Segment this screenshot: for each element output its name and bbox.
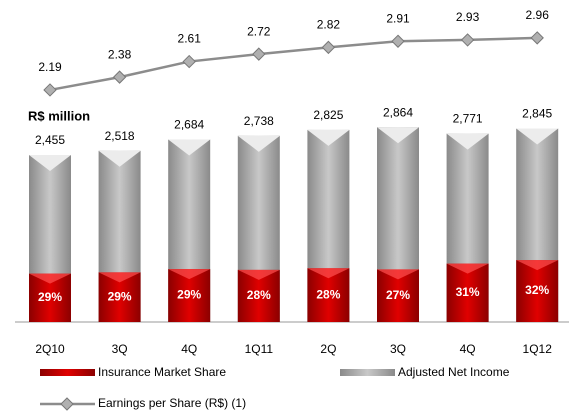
income-label: 2,771 (453, 112, 483, 126)
income-label: 2,684 (174, 118, 204, 132)
eps-label: 2.38 (108, 47, 132, 61)
eps-label: 2.72 (247, 24, 271, 38)
share-label: 32% (525, 283, 549, 297)
bar-bevel (98, 150, 141, 167)
bar-bevel (516, 128, 559, 145)
eps-marker (460, 33, 475, 47)
x-tick-label: 4Q (460, 342, 476, 356)
share-bar (516, 260, 559, 322)
bar-bevel (377, 127, 419, 144)
share-bevel (237, 269, 280, 280)
x-tick-label: 1Q11 (245, 342, 274, 356)
x-tick-label: 3Q (112, 342, 128, 356)
eps-marker (321, 40, 336, 55)
bar-bevel (307, 129, 350, 146)
legend-label: Insurance Market Share (98, 365, 226, 379)
eps-marker (391, 34, 405, 48)
bar-bevel (29, 155, 71, 172)
income-label: 2,738 (244, 114, 274, 128)
share-bevel (516, 260, 559, 271)
income-label: 2,455 (35, 133, 65, 147)
bar-bevel (237, 135, 280, 152)
eps-label: 2.19 (38, 60, 62, 74)
x-tick-label: 1Q12 (523, 342, 553, 356)
x-tick-label: 2Q (320, 342, 336, 356)
share-label: 29% (38, 290, 62, 304)
share-label: 28% (247, 288, 271, 302)
eps-label: 2.82 (317, 18, 341, 32)
share-bevel (168, 269, 211, 280)
legend-label: Adjusted Net Income (398, 365, 510, 379)
unit-label: R$ million (28, 108, 90, 123)
x-tick-label: 2Q10 (35, 342, 65, 356)
eps-marker (112, 70, 127, 84)
eps-marker (43, 83, 57, 97)
bar-bevel (168, 139, 211, 156)
share-label: 31% (456, 285, 480, 299)
share-bevel (377, 269, 419, 280)
legend-swatch (40, 369, 95, 376)
share-label: 28% (316, 287, 340, 301)
eps-label: 2.91 (386, 11, 410, 25)
eps-marker (252, 47, 266, 61)
legend-marker (60, 397, 74, 411)
legend-label: Earnings per Share (R$) (1) (98, 396, 246, 410)
x-tick-label: 4Q (181, 342, 197, 356)
eps-marker (182, 54, 196, 69)
eps-marker (530, 31, 544, 45)
eps-line (49, 36, 538, 92)
x-tick-label: 3Q (390, 342, 406, 356)
income-label: 2,825 (313, 108, 343, 122)
share-label: 29% (108, 289, 132, 303)
share-label: 27% (386, 288, 410, 302)
income-label: 2,864 (383, 105, 413, 119)
legend-swatch (340, 369, 395, 376)
share-bevel (29, 273, 71, 284)
income-label: 2,845 (522, 107, 552, 121)
income-label: 2,518 (105, 129, 135, 143)
eps-label: 2.61 (178, 32, 202, 46)
eps-label: 2.96 (526, 8, 550, 22)
share-label: 29% (177, 288, 201, 302)
bar-bevel (446, 133, 489, 150)
share-bevel (98, 272, 141, 283)
share-bevel (446, 263, 489, 274)
eps-label: 2.93 (456, 10, 480, 24)
share-bevel (307, 268, 350, 279)
